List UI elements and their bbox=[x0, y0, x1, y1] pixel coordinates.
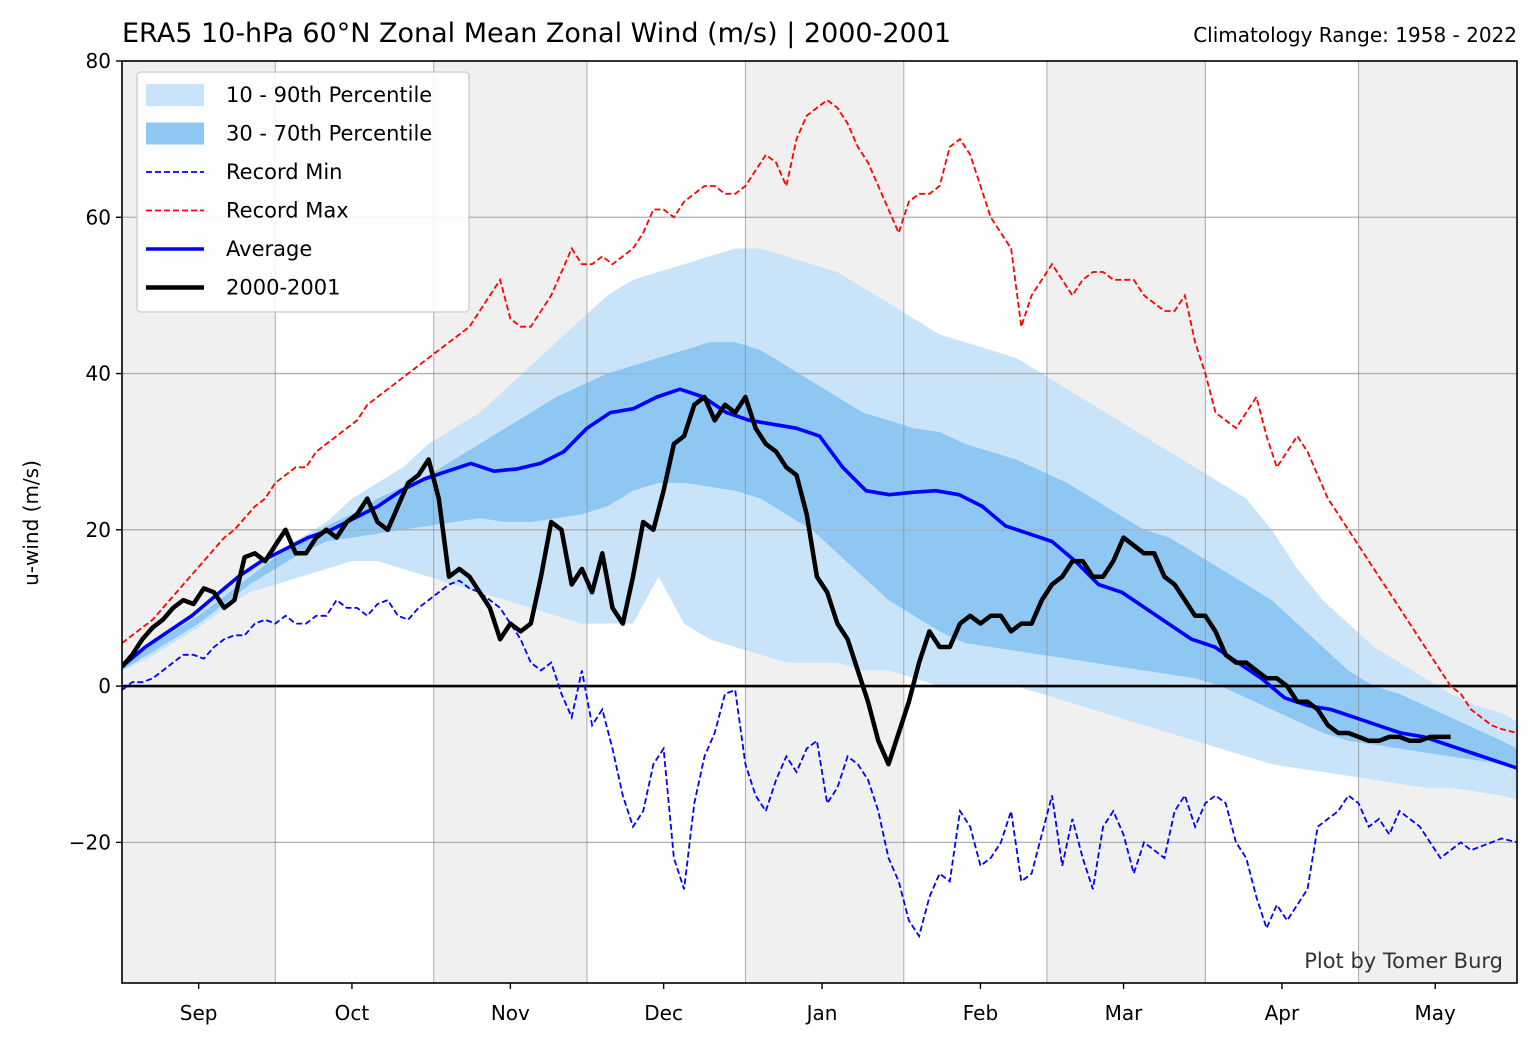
record-min-line bbox=[122, 579, 1517, 939]
chart-subtitle: Climatology Range: 1958 - 2022 bbox=[1193, 23, 1517, 47]
y-tick-label: 60 bbox=[86, 205, 111, 229]
legend-item-record-max-label: Record Max bbox=[226, 199, 349, 223]
record-max-line bbox=[122, 98, 1517, 734]
plot-frame bbox=[121, 60, 1518, 984]
x-tick-label: Jan bbox=[805, 1001, 838, 1025]
plot-series-group bbox=[122, 61, 1517, 983]
legend-item-10-90-swatch bbox=[146, 84, 204, 106]
y-tick-label: 80 bbox=[86, 49, 111, 73]
x-tick-label: Feb bbox=[963, 1001, 998, 1025]
chart-title: ERA5 10-hPa 60°N Zonal Mean Zonal Wind (… bbox=[122, 18, 951, 49]
band-30-70 bbox=[122, 342, 1517, 769]
y-axis-label: u-wind (m/s) bbox=[19, 460, 43, 586]
legend-item-10-90-label: 10 - 90th Percentile bbox=[226, 83, 432, 107]
legend-item-30-70-label: 30 - 70th Percentile bbox=[226, 122, 432, 146]
legend-item-average-label: Average bbox=[226, 237, 312, 261]
x-tick-label: Dec bbox=[644, 1001, 683, 1025]
legend: 10 - 90th Percentile 30 - 70th Percentile… bbox=[136, 71, 470, 313]
month-shade-band bbox=[1358, 61, 1517, 983]
plot-credit: Plot by Tomer Burg bbox=[1304, 949, 1503, 973]
x-tick-label: Mar bbox=[1105, 1001, 1144, 1025]
y-tick-label: 20 bbox=[86, 518, 111, 542]
season-2000-2001-line bbox=[122, 394, 1451, 767]
x-tick-label: Nov bbox=[491, 1001, 530, 1025]
plot-area: 80 60 40 20 0 −20 Sep Oct Nov Dec Jan Feb Mar Apr May bbox=[69, 49, 1518, 1025]
x-tick-label: Oct bbox=[335, 1001, 370, 1025]
legend-item-30-70-swatch bbox=[146, 122, 204, 145]
x-tick-label: Apr bbox=[1265, 1001, 1300, 1025]
x-tick-label: Sep bbox=[180, 1001, 218, 1025]
x-tick-label: May bbox=[1415, 1001, 1457, 1025]
legend-item-season-label: 2000-2001 bbox=[226, 276, 340, 300]
y-tick-label: 0 bbox=[98, 674, 111, 698]
legend-item-record-min-label: Record Min bbox=[226, 160, 343, 184]
y-tick-label: 40 bbox=[86, 362, 111, 386]
legend-box bbox=[136, 71, 470, 313]
y-tick-label: −20 bbox=[69, 830, 111, 854]
